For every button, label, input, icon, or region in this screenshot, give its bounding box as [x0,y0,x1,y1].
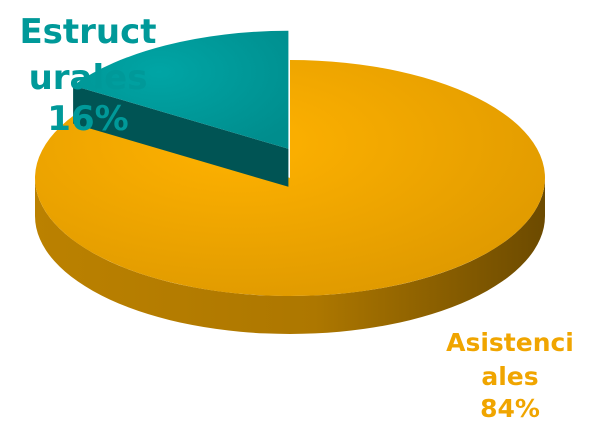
slice-name-estructurales: Estructurales [19,12,157,98]
slice-label-estructurales: Estructurales 16% [18,10,158,138]
slice-percent-estructurales: 16% [47,99,129,140]
slice-top-asistenciales [34,60,545,296]
slice-percent-asistenciales: 84% [480,394,540,423]
slice-top-estructurales [73,30,289,149]
slice-cut-face-estructurales [73,85,289,187]
slice-label-asistenciales: Asistenciales 84% [440,326,580,424]
slice-side-asistenciales [35,178,545,334]
slice-name-asistenciales: Asistenciales [446,328,574,391]
